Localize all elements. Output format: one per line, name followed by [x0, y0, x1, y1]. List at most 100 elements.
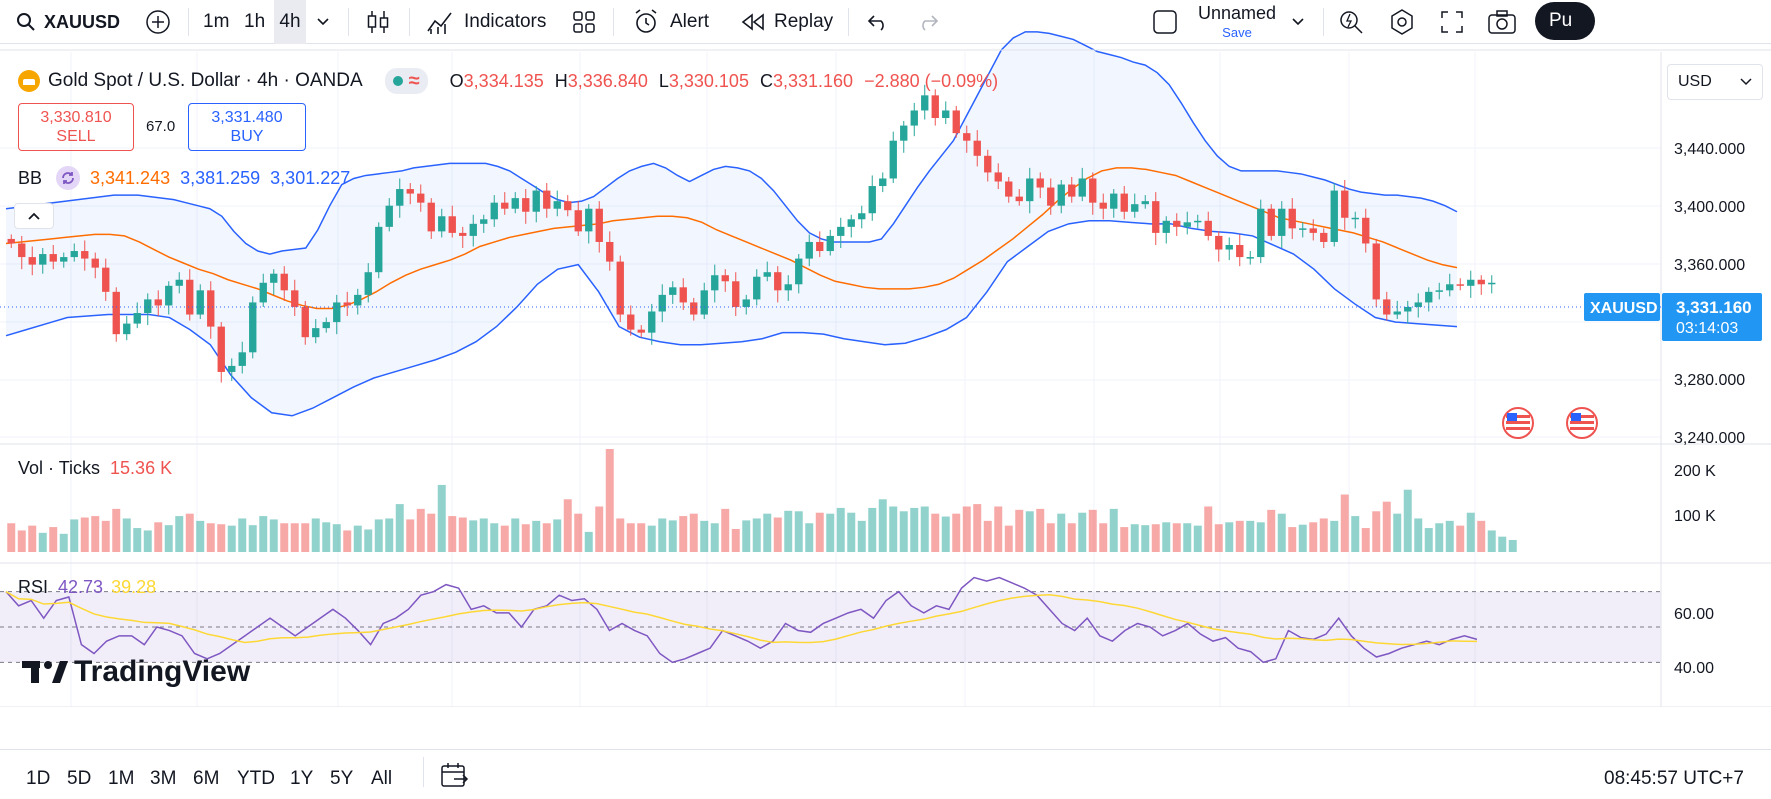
- indicators-label[interactable]: Indicators: [464, 11, 547, 32]
- buy-button[interactable]: 3,331.480 BUY: [188, 103, 306, 151]
- replay-button[interactable]: Replay: [740, 0, 833, 44]
- bb-basis-value: 3,341.243: [90, 167, 171, 188]
- interval-4h[interactable]: 4h: [274, 0, 306, 44]
- layout-name-button[interactable]: Unnamed Save: [1192, 3, 1282, 40]
- interval-1h[interactable]: 1h: [244, 0, 265, 44]
- volume-bar: [70, 519, 79, 552]
- rsi-tick: 60.00: [1674, 606, 1714, 623]
- collapse-legend-button[interactable]: [14, 203, 54, 229]
- fullscreen-icon: [1441, 11, 1463, 33]
- candle-body: [511, 198, 519, 209]
- goto-date-button[interactable]: [440, 762, 470, 795]
- candle-body: [1162, 220, 1170, 233]
- compare-symbol-button[interactable]: [144, 0, 172, 44]
- price-chart[interactable]: 3,440.000 3,400.000 3,360.000 3,280.000 …: [0, 0, 1771, 707]
- us-economic-event-icon[interactable]: [1502, 407, 1534, 439]
- undo-button[interactable]: [866, 0, 890, 44]
- publish-label[interactable]: Pu: [1549, 10, 1573, 31]
- bb-label[interactable]: BB: [18, 167, 43, 188]
- redo-button[interactable]: [916, 0, 940, 44]
- candle-body: [459, 232, 467, 236]
- clock-timezone[interactable]: 08:45:57 UTC+7: [1604, 768, 1744, 789]
- templates-button[interactable]: [571, 0, 597, 44]
- interval-1h-label[interactable]: 1h: [244, 11, 266, 32]
- chevron-down-icon: [1740, 78, 1752, 86]
- fullscreen-button[interactable]: [1440, 0, 1464, 44]
- layout-save-label[interactable]: Save: [1222, 25, 1252, 40]
- volume-bar: [248, 525, 257, 552]
- range-1y-button[interactable]: 1Y: [290, 768, 314, 789]
- volume-bar: [1319, 518, 1328, 552]
- candle-body: [448, 216, 456, 233]
- us-economic-event-icon[interactable]: [1566, 407, 1598, 439]
- symbol-name[interactable]: XAUUSD: [44, 11, 121, 32]
- layout-dropdown[interactable]: [1291, 0, 1305, 44]
- candle-body: [1393, 311, 1401, 315]
- interval-dropdown[interactable]: [316, 0, 330, 44]
- symbol-title[interactable]: Gold Spot / U.S. Dollar · 4h · OANDA: [48, 70, 363, 91]
- candle-body: [154, 299, 162, 306]
- volume-bar: [773, 517, 782, 552]
- quick-search-button[interactable]: [1338, 0, 1364, 44]
- volume-bar: [658, 518, 667, 552]
- bollinger-fill: [6, 31, 1457, 416]
- tradingview-watermark[interactable]: TradingView: [22, 655, 250, 689]
- buy-label[interactable]: BUY: [230, 128, 264, 145]
- candle-body: [280, 273, 288, 291]
- refresh-icon[interactable]: [56, 166, 81, 190]
- replay-label[interactable]: Replay: [774, 11, 834, 32]
- volume-bar: [469, 520, 478, 552]
- range-1d-button[interactable]: 1D: [26, 768, 51, 789]
- sell-label[interactable]: SELL: [56, 128, 96, 145]
- layout-name[interactable]: Unnamed: [1197, 3, 1277, 23]
- range-ytd-button[interactable]: YTD: [237, 768, 275, 789]
- volume-bar: [1046, 523, 1055, 552]
- volume-legend[interactable]: Vol · Ticks 15.36 K: [18, 458, 172, 479]
- range-3m-button[interactable]: 3M: [150, 768, 177, 789]
- sell-button[interactable]: 3,330.810 SELL: [18, 103, 134, 151]
- candle-body: [469, 223, 477, 236]
- publish-button[interactable]: Pu: [1535, 2, 1595, 40]
- settings-button[interactable]: [1388, 0, 1416, 44]
- chart-type-button[interactable]: [365, 0, 391, 44]
- rsi-legend[interactable]: RSI 42.73 39.28: [18, 577, 156, 598]
- redo-icon: [922, 15, 939, 31]
- bollinger-legend[interactable]: BB 3,341.243 3,381.259 3,301.227: [18, 166, 350, 190]
- volume-bar: [1361, 528, 1370, 552]
- market-status-badge[interactable]: ≈: [384, 68, 428, 94]
- volume-bar: [80, 517, 89, 552]
- range-1m-button[interactable]: 1M: [108, 768, 135, 789]
- candle-body: [1320, 232, 1328, 242]
- layout-checkbox[interactable]: [1152, 0, 1178, 44]
- volume-label[interactable]: Vol · Ticks: [18, 458, 101, 478]
- buy-price[interactable]: 3,331.480: [211, 109, 283, 126]
- interval-1m-label[interactable]: 1m: [203, 11, 230, 32]
- volume-bar: [532, 520, 541, 552]
- range-5y-button[interactable]: 5Y: [330, 768, 354, 789]
- volume-bar: [605, 449, 614, 552]
- symbol-legend[interactable]: Gold Spot / U.S. Dollar · 4h · OANDA ≈ O…: [18, 68, 998, 94]
- interval-4h-label[interactable]: 4h: [279, 11, 301, 32]
- bollinger-band-fill: [6, 31, 1457, 416]
- interval-1m[interactable]: 1m: [203, 0, 229, 44]
- candle-body: [1477, 279, 1485, 285]
- volume-bar: [857, 520, 866, 552]
- alert-label[interactable]: Alert: [670, 11, 710, 32]
- currency-value[interactable]: USD: [1678, 73, 1712, 90]
- chart-grid: [0, 52, 1661, 707]
- symbol-search[interactable]: XAUUSD: [16, 0, 120, 44]
- alert-button[interactable]: Alert: [632, 0, 709, 44]
- range-5d-button[interactable]: 5D: [67, 768, 92, 789]
- chevron-up-icon: [28, 212, 40, 220]
- sell-price[interactable]: 3,330.810: [40, 109, 112, 126]
- snapshot-button[interactable]: [1487, 0, 1517, 44]
- range-all-button[interactable]: All: [371, 768, 393, 789]
- range-6m-button[interactable]: 6M: [193, 768, 220, 789]
- currency-select[interactable]: USD: [1667, 64, 1763, 100]
- rsi-label[interactable]: RSI: [18, 577, 49, 597]
- layout-square-icon: [1153, 10, 1177, 34]
- chevron-down-icon: [1292, 18, 1304, 26]
- volume-bar: [1414, 518, 1423, 552]
- indicators-button[interactable]: Indicators: [426, 0, 546, 44]
